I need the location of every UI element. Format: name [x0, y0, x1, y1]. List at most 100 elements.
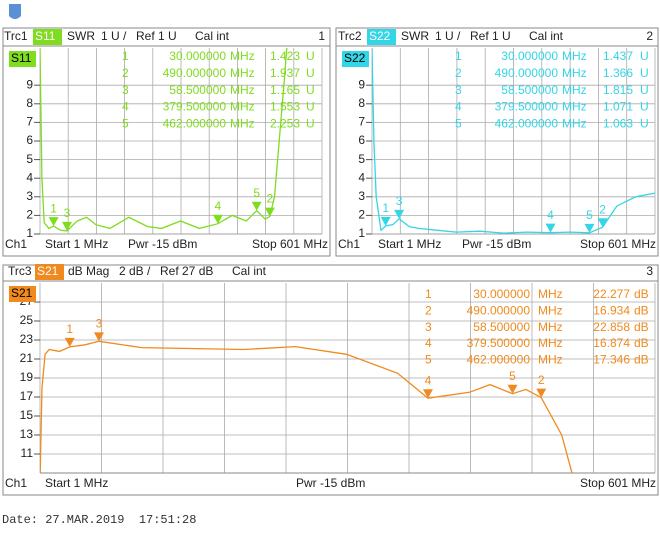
date-stamp: Date: 27.MAR.2019 17:51:28: [2, 513, 196, 527]
marker: [48, 217, 59, 227]
y-tick-label: 5: [358, 152, 365, 166]
marker-table-name: 5: [425, 352, 432, 366]
reference: Ref 1 U: [470, 29, 511, 43]
marker: [251, 201, 262, 211]
trace-window: Trc1 S11 SWR 1 U / Ref 1 U Cal int 1 1 2 3 4 5 6 7 8 9 S…: [2, 27, 331, 257]
y-tick-label: 25: [20, 313, 34, 327]
marker-table-name: 2: [425, 303, 432, 317]
calibration: Cal int: [232, 264, 267, 278]
marker-table-name: 5: [455, 116, 462, 130]
marker: [597, 218, 608, 228]
scale: 2 dB /: [119, 264, 151, 278]
marker-table-value: 1.437: [603, 49, 633, 63]
marker-table-freq-unit: MHz: [538, 303, 563, 317]
y-tick-label: 19: [20, 370, 34, 384]
marker-table-freq-unit: MHz: [538, 352, 563, 366]
y-tick-label: 2: [26, 208, 33, 222]
marker-label: 1: [66, 322, 73, 336]
marker-table-unit: U: [306, 116, 315, 130]
marker-table-name: 4: [425, 336, 432, 350]
y-tick-label: 4: [26, 170, 33, 184]
trace-line: [40, 340, 573, 473]
calibration: Cal int: [195, 29, 230, 43]
marker-table-unit: dB: [634, 287, 649, 301]
y-tick-label: 15: [20, 408, 34, 422]
marker: [62, 221, 73, 231]
marker-label: 5: [253, 186, 260, 200]
marker-table-value: 1.553: [270, 100, 300, 114]
marker-table-freq: 58.500000: [169, 83, 226, 97]
marker-table-freq: 462.000000: [495, 116, 559, 130]
marker-table-unit: U: [306, 49, 315, 63]
power: Pwr -15 dBm: [128, 237, 197, 251]
param-chip-label: S21: [37, 264, 59, 278]
marker-table-value: 22.858: [593, 320, 630, 334]
y-tick-label: 21: [20, 351, 34, 365]
trace-window: Trc2 S22 SWR 1 U / Ref 1 U Cal int 2 1 2 3 4 5 6 7 8 9 S…: [335, 27, 659, 257]
marker: [212, 214, 223, 224]
marker-table-freq: 379.500000: [163, 100, 227, 114]
marker-table-unit: dB: [634, 320, 649, 334]
marker-table-freq-unit: MHz: [230, 49, 255, 63]
logo-shield: [9, 4, 21, 19]
y-tick-label: 8: [26, 96, 33, 110]
marker-table-freq-unit: MHz: [538, 320, 563, 334]
start-frequency: Start 1 MHz: [378, 237, 441, 251]
y-tick-label: 17: [20, 389, 34, 403]
marker-label: 4: [215, 199, 222, 213]
marker-table-value: 1.815: [603, 83, 633, 97]
marker: [422, 389, 433, 399]
marker-table-unit: U: [640, 100, 649, 114]
trace-label: S11: [11, 51, 32, 65]
param-chip-label: S22: [369, 29, 391, 43]
start-frequency: Start 1 MHz: [45, 476, 108, 490]
y-tick-label: 5: [26, 152, 33, 166]
trace-name: Trc1: [4, 29, 28, 43]
marker-table-name: 1: [122, 49, 129, 63]
marker-table-freq-unit: MHz: [562, 100, 587, 114]
marker-label: 3: [396, 194, 403, 208]
marker-label: 1: [50, 201, 57, 215]
marker-table-value: 1.366: [603, 66, 633, 80]
scale: 1 U /: [101, 29, 127, 43]
stop-frequency: Stop 601 MHz: [580, 476, 656, 490]
marker-table-unit: U: [640, 83, 649, 97]
marker-label: 3: [64, 206, 71, 220]
marker-table-name: 3: [425, 320, 432, 334]
y-tick-label: 6: [358, 133, 365, 147]
logo: [9, 4, 21, 19]
y-tick-label: 9: [26, 77, 33, 91]
marker-table-value: 17.346: [593, 352, 630, 366]
marker-table-name: 1: [455, 49, 462, 63]
marker-table-value: 1.165: [270, 83, 300, 97]
marker-table-name: 5: [122, 116, 129, 130]
format: SWR: [401, 29, 429, 43]
marker-table-unit: U: [640, 49, 649, 63]
marker-table-unit: U: [306, 83, 315, 97]
y-tick-label: 1: [26, 226, 33, 240]
reference: Ref 1 U: [136, 29, 177, 43]
marker-table-freq-unit: MHz: [538, 287, 563, 301]
calibration: Cal int: [529, 29, 564, 43]
marker: [507, 384, 518, 394]
trace-label-box: [9, 51, 36, 67]
marker: [536, 388, 547, 398]
y-tick-label: 11: [21, 446, 34, 460]
y-tick-label: 6: [26, 133, 33, 147]
marker-table-value: 1.937: [270, 66, 300, 80]
window-frame: [2, 264, 659, 496]
trace-label-box: [9, 286, 36, 302]
marker-label: 2: [599, 202, 606, 216]
y-tick-label: 13: [20, 427, 34, 441]
marker-label: 5: [509, 369, 516, 383]
marker-table-unit: U: [640, 116, 649, 130]
marker-table-freq-unit: MHz: [562, 83, 587, 97]
marker-table-freq: 490.000000: [163, 66, 227, 80]
marker-label: 2: [538, 373, 545, 387]
marker-label: 2: [266, 192, 273, 206]
marker: [264, 207, 275, 217]
marker: [584, 223, 595, 233]
y-tick-label: 4: [358, 170, 365, 184]
